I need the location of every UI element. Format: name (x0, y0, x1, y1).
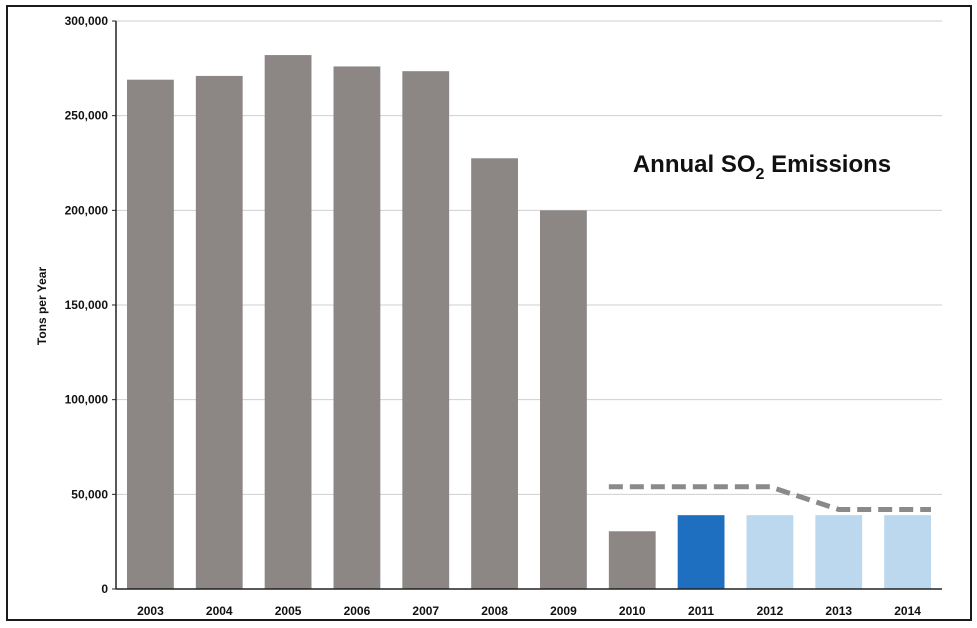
x-tick-label: 2007 (412, 604, 439, 618)
y-tick-label: 150,000 (65, 298, 109, 312)
reference-line-layer (608, 484, 931, 512)
chart-title-prefix: Annual SO (633, 151, 756, 178)
x-tick-label: 2011 (688, 604, 714, 618)
y-tick-label: 200,000 (65, 203, 109, 217)
x-tick-label: 2008 (481, 604, 508, 618)
bar-2008 (471, 158, 518, 589)
y-tick-label: 300,000 (65, 14, 109, 28)
bar-2014 (884, 515, 931, 589)
x-tick-label: 2006 (344, 604, 371, 618)
bar-2009 (540, 210, 587, 590)
bar-2005 (264, 55, 312, 589)
gridlines (116, 20, 942, 495)
chart-title-subscript: 2 (756, 166, 765, 183)
bar-2010 (608, 531, 656, 589)
x-tick-label: 2014 (894, 604, 921, 618)
y-tick-labels: 0 50,000 100,000 150,000 200,000 250,000 300,0… (65, 14, 109, 596)
bar-2004 (195, 75, 243, 589)
bar-2013 (815, 515, 863, 589)
chart-title-suffix: Emissions (764, 151, 891, 178)
bar-2011 (677, 515, 725, 589)
y-tick-label: 100,000 (65, 393, 109, 407)
x-tick-label: 2009 (550, 604, 577, 618)
y-tick-label: 50,000 (71, 487, 108, 501)
x-tick-labels: 2003 2004 2005 2006 2007 2008 2009 2010 2011 2012… (137, 604, 921, 618)
y-tick-label: 250,000 (65, 109, 109, 123)
bars (127, 55, 931, 590)
bar-2007 (402, 71, 450, 589)
bar-2012 (746, 515, 794, 589)
y-axis-title: Tons per Year (35, 267, 49, 346)
y-tick-label: 0 (101, 582, 108, 596)
x-tick-label: 2010 (619, 604, 646, 618)
x-tick-label: 2012 (757, 604, 784, 618)
x-tick-label: 2013 (825, 604, 852, 618)
chart-title: Annual SO2 Emissions (633, 151, 891, 183)
x-tick-label: 2003 (137, 604, 164, 618)
axes (112, 20, 942, 590)
bar-2006 (333, 66, 381, 589)
x-tick-label: 2004 (206, 604, 233, 618)
bar-2003 (127, 79, 174, 590)
x-tick-label: 2005 (275, 604, 302, 618)
reference-line (608, 484, 931, 512)
